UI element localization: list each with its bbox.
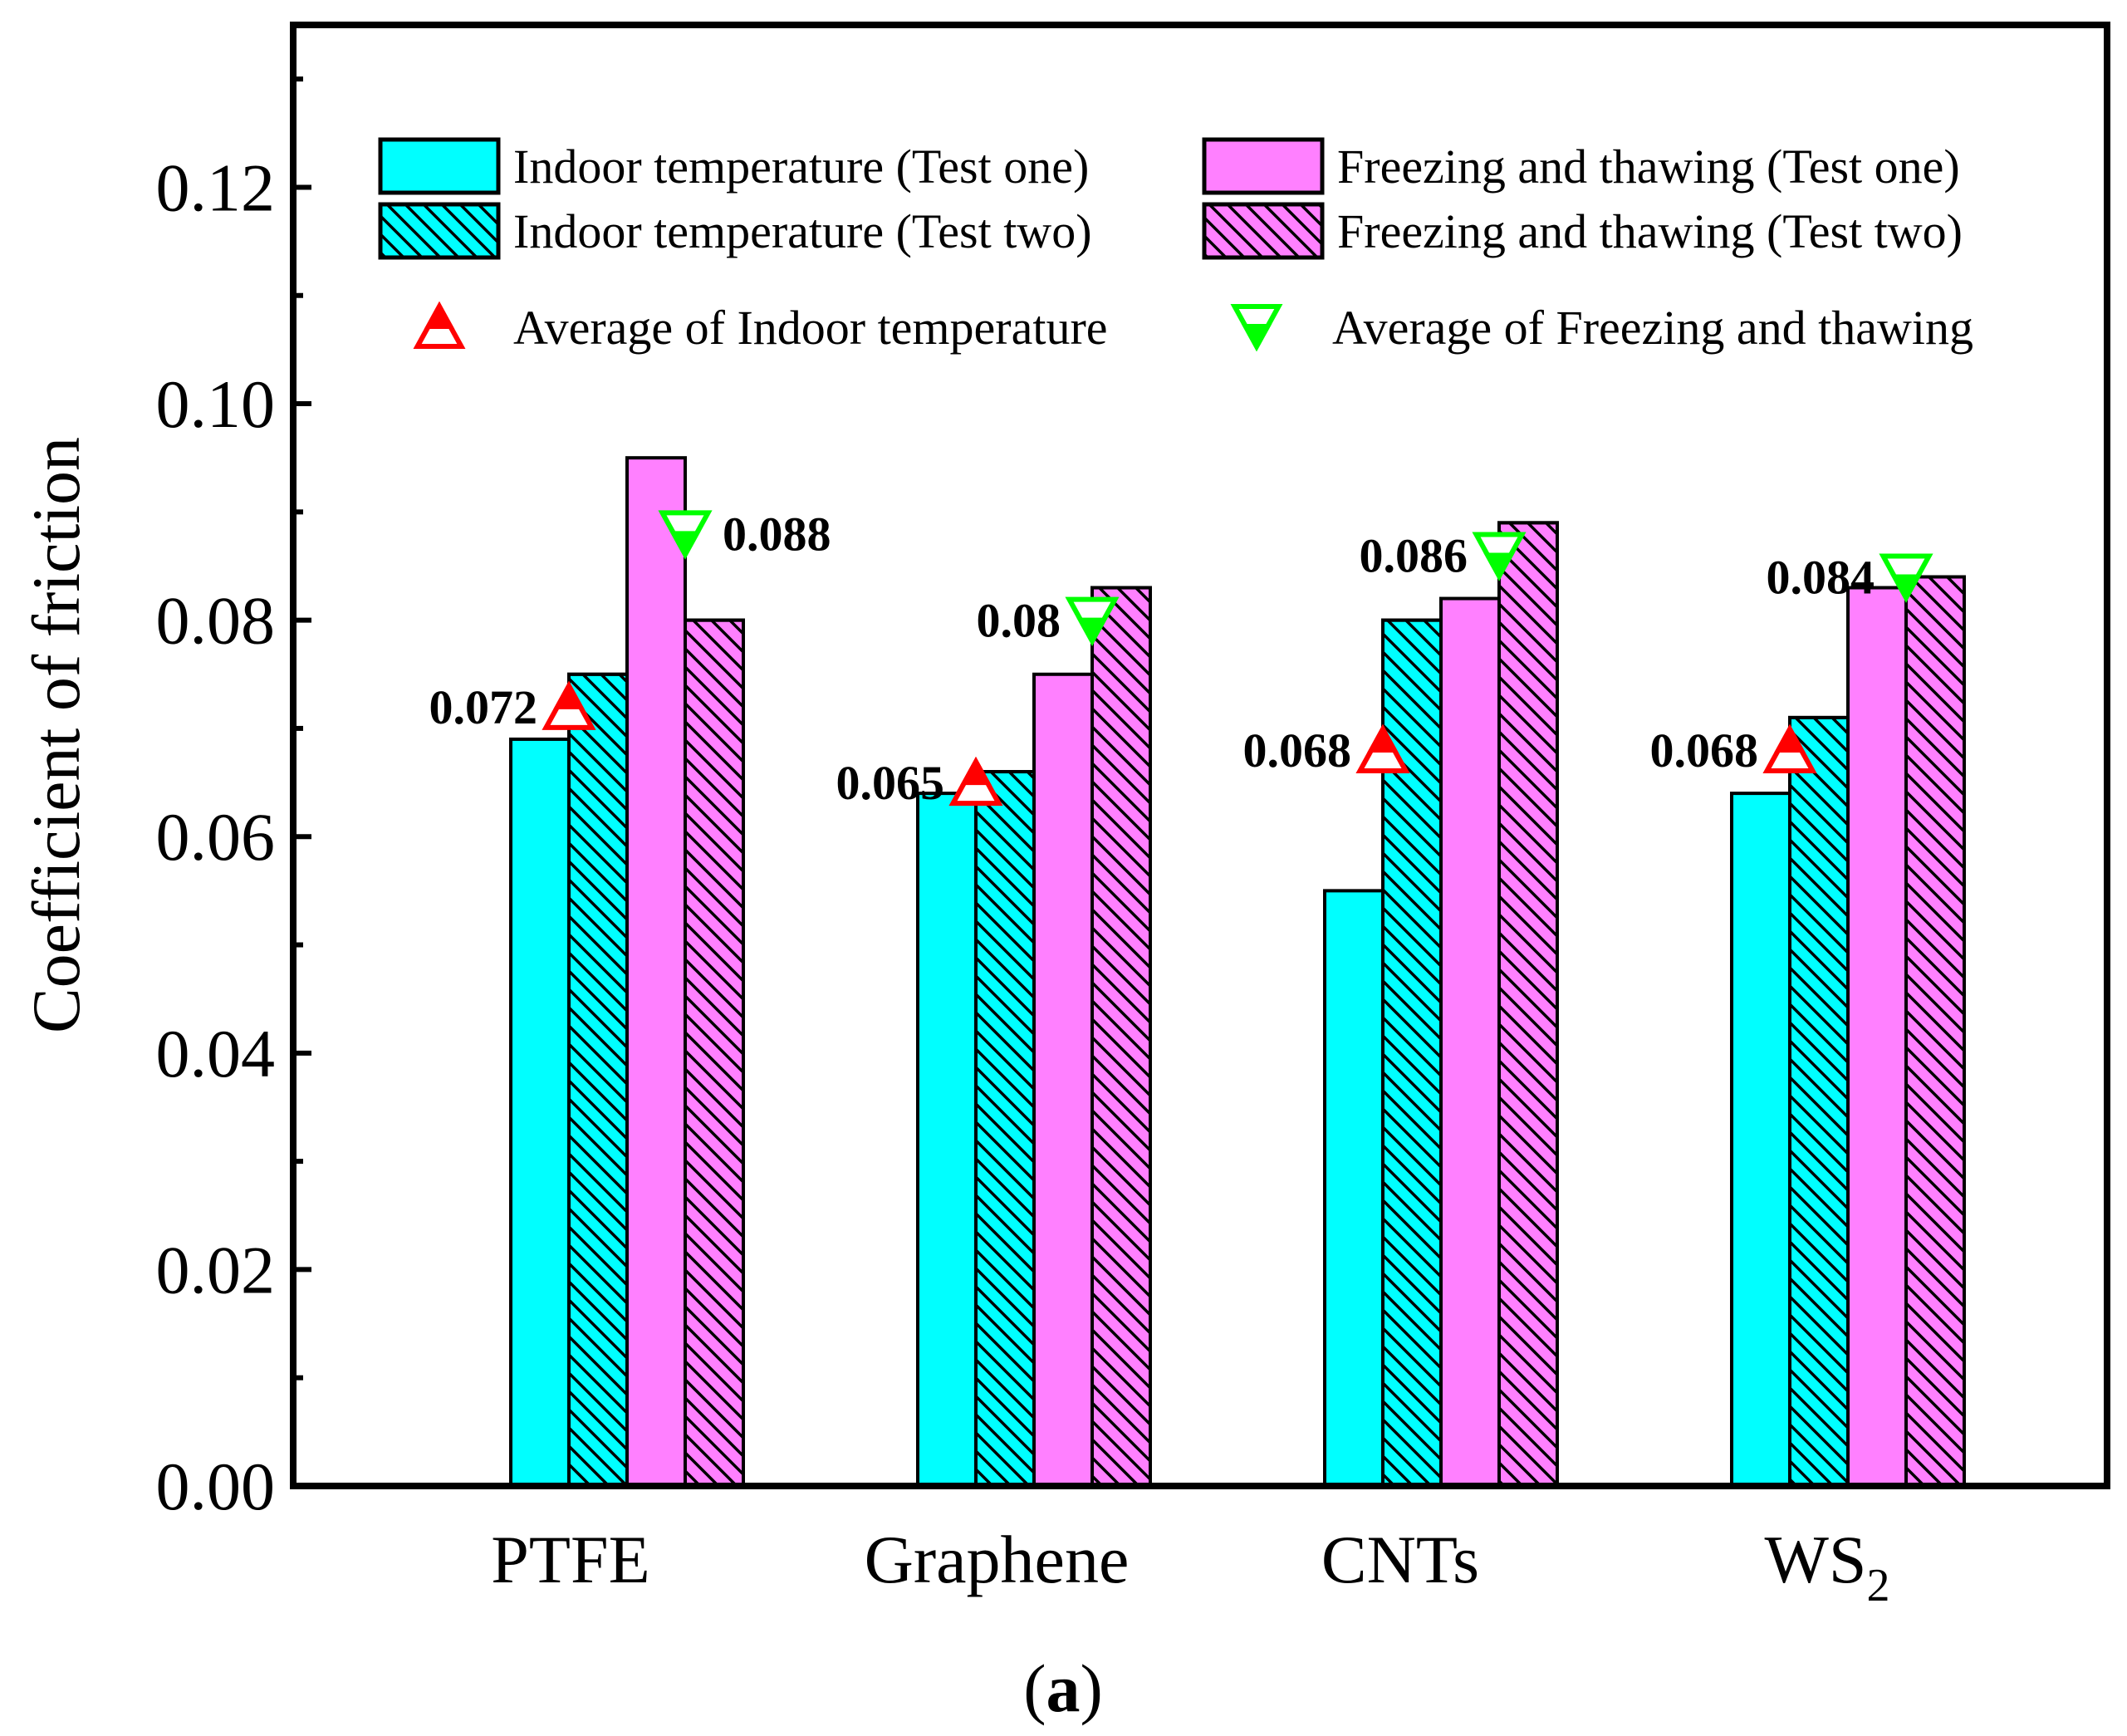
avg-freeze-marker-3 [1472, 532, 1527, 581]
bar-3-1 [625, 456, 687, 1488]
avg-indoor-marker-2 [948, 756, 1003, 807]
avg-indoor-marker-3 [1355, 723, 1410, 773]
x-category-label-1: PTFE [491, 1522, 649, 1597]
legend-label-2: Indoor temperature (Test two) [513, 204, 1092, 258]
avg-freeze-marker-4 [1879, 553, 1933, 603]
y-axis-title: Coefficient of friction [18, 437, 94, 1033]
legend-label-1: Indoor temperature (Test one) [513, 140, 1089, 194]
y-tick-label-0: 0.00 [156, 1449, 276, 1524]
avg-indoor-marker-2-fill [960, 756, 992, 786]
legend-swatch-hatch-4 [1202, 202, 1325, 260]
bar-hatch-4-1 [684, 618, 745, 1488]
markers-layer: 0.072 0.065 0.068 0.068 0.088 0.08 0.086 0.084 [429, 507, 1933, 810]
avg-freeze-marker-1-fill [669, 531, 701, 560]
legend-label-avg-freeze: Average of Freezing and thawing [1332, 301, 1973, 355]
avg-indoor-label-4: 0.068 [1650, 723, 1759, 777]
avg-indoor-marker-4-fill [1774, 723, 1806, 753]
y-tick-label-3: 0.06 [156, 799, 276, 875]
avg-freeze-marker-1 [658, 510, 713, 560]
bar-hatch-4-2 [1090, 586, 1152, 1488]
legend-marker-avg-freeze-fill [1241, 324, 1272, 352]
y-tick-label-4: 0.08 [156, 583, 276, 659]
avg-freeze-label-3: 0.086 [1360, 528, 1468, 582]
legend-label-3: Freezing and thawing (Test one) [1337, 140, 1960, 194]
bar-3-4 [1846, 586, 1908, 1488]
x-category-label-4: WS2 [1765, 1522, 1890, 1611]
bar-hatch-2-2 [974, 770, 1036, 1488]
avg-freeze-marker-2 [1065, 596, 1120, 646]
avg-indoor-marker-4 [1762, 723, 1817, 773]
bar-hatch-4-3 [1497, 521, 1559, 1488]
bar-1-3 [1323, 889, 1385, 1488]
avg-freeze-label-2: 0.08 [977, 594, 1061, 648]
legend: Indoor temperature (Test one) Freezing an… [378, 137, 1973, 355]
bar-3-3 [1439, 596, 1501, 1488]
axes-layer: 0.00 0.02 0.04 0.06 0.08 0.10 0.12 PTFE Graphene… [156, 22, 2110, 1611]
avg-indoor-marker-1 [542, 680, 596, 730]
y-tick-label-5: 0.10 [156, 366, 276, 442]
legend-marker-avg-indoor-fill [424, 301, 455, 329]
bar-hatch-2-4 [1788, 715, 1850, 1488]
legend-marker-avg-indoor [413, 301, 466, 349]
subplot-label: (a) [1023, 1650, 1103, 1726]
x-category-label-2: Graphene [865, 1522, 1130, 1597]
bar-hatch-2-1 [567, 672, 629, 1488]
bar-1-2 [916, 792, 978, 1488]
legend-marker-avg-freeze [1230, 304, 1283, 352]
y-tick-label-2: 0.04 [156, 1016, 276, 1091]
avg-freeze-label-4: 0.084 [1767, 551, 1875, 605]
legend-label-4: Freezing and thawing (Test two) [1337, 204, 1963, 258]
bar-1-1 [509, 737, 571, 1488]
bar-1-4 [1730, 792, 1791, 1488]
plot-frame [290, 22, 2110, 1489]
bar-3-2 [1032, 672, 1094, 1488]
legend-swatch-hatch-2 [378, 202, 501, 260]
legend-label-avg-indoor: Average of Indoor temperature [513, 301, 1108, 355]
avg-freeze-marker-3-fill [1483, 552, 1515, 581]
legend-swatch-1 [378, 137, 501, 195]
x-category-label-3: CNTs [1321, 1522, 1479, 1597]
avg-freeze-marker-4-fill [1890, 574, 1922, 603]
legend-swatch-3 [1202, 137, 1325, 195]
avg-freeze-label-1: 0.088 [723, 507, 831, 561]
avg-indoor-marker-3-fill [1367, 723, 1399, 753]
avg-indoor-marker-1-fill [553, 680, 585, 709]
bar-hatch-4-4 [1904, 575, 1966, 1488]
avg-freeze-marker-2-fill [1076, 617, 1108, 646]
y-tick-label-6: 0.12 [156, 150, 276, 225]
y-tick-label-1: 0.02 [156, 1232, 276, 1307]
avg-indoor-label-3: 0.068 [1243, 723, 1352, 777]
avg-indoor-label-2: 0.065 [836, 756, 945, 810]
avg-indoor-label-1: 0.072 [429, 680, 538, 734]
bars-layer [509, 456, 1966, 1488]
